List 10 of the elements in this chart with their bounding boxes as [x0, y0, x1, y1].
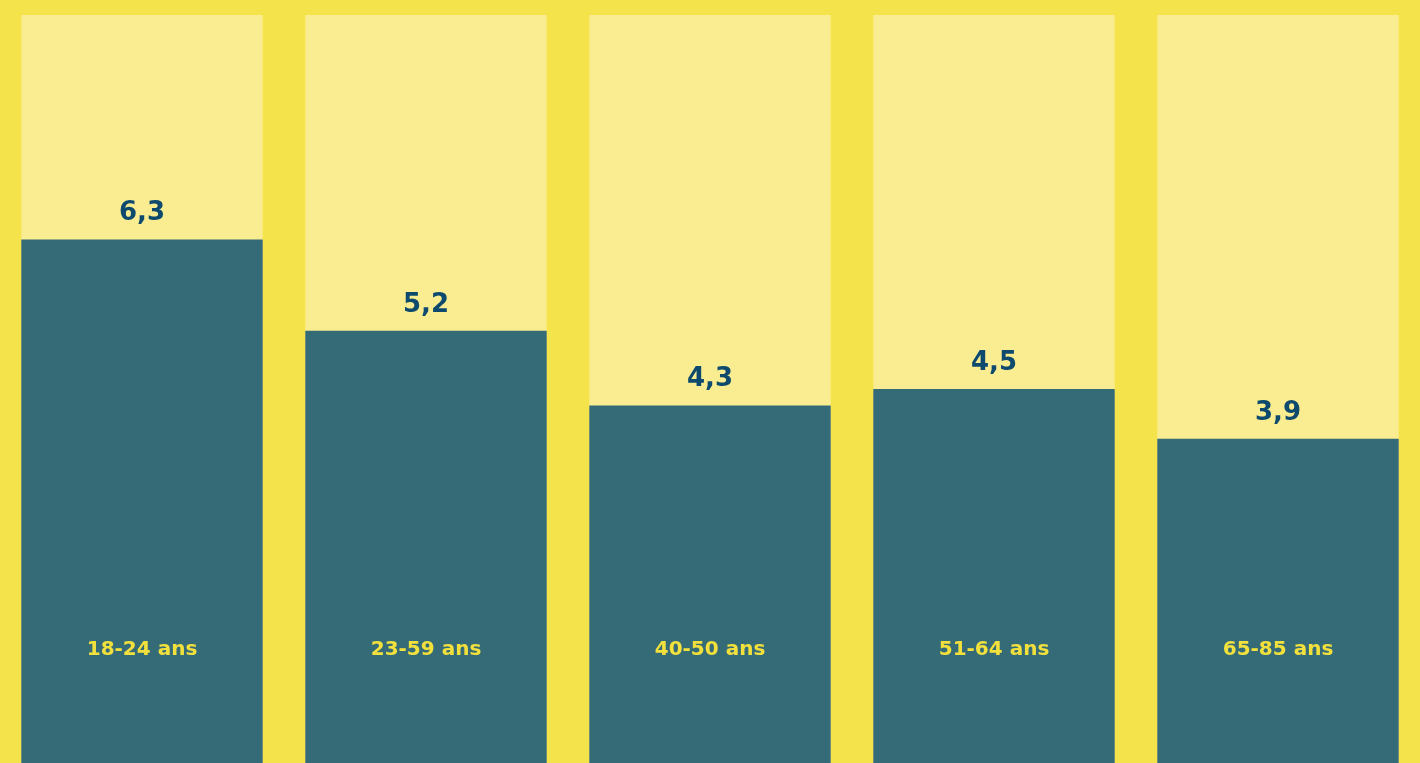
data-label: 3,9 [1254, 395, 1302, 426]
data-label: 6,3 [118, 196, 166, 227]
x-tick-label: 51-64 ans [938, 636, 1050, 661]
x-tick-label: 65-85 ans [1222, 636, 1334, 661]
x-tick-label: 23-59 ans [370, 636, 482, 661]
x-tick-label: 18-24 ans [86, 636, 198, 661]
data-label: 4,3 [686, 362, 734, 393]
data-label: 5,2 [402, 287, 450, 318]
data-label: 4,5 [970, 345, 1018, 376]
x-tick-label: 40-50 ans [654, 636, 766, 661]
